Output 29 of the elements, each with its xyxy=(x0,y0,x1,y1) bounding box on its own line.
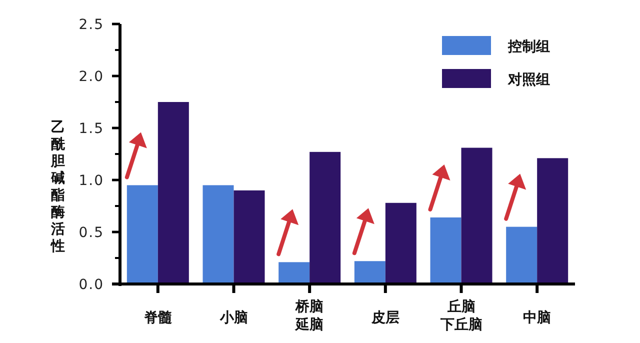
y-tick-label: 2.0 xyxy=(78,69,104,85)
x-tick-label: 脊髓 xyxy=(144,310,173,326)
y-tick-label: 2.5 xyxy=(78,17,104,33)
bar xyxy=(310,152,341,284)
y-axis-title: 乙酰胆碱酯酶活性 xyxy=(50,120,66,254)
bar xyxy=(430,217,462,284)
x-tick-label: 皮层 xyxy=(370,310,400,326)
bar xyxy=(385,202,416,284)
y-tick-label: 1.5 xyxy=(78,121,104,137)
x-tick-label: 小脑 xyxy=(218,309,248,326)
legend: 控制组 xyxy=(442,36,550,55)
x-tick-label: 桥脑延脑 xyxy=(294,298,324,333)
x-tick-label: 中脑 xyxy=(523,309,552,326)
bar xyxy=(506,226,538,284)
y-tick-label: 0.5 xyxy=(78,225,104,241)
y-tick-label: 0.0 xyxy=(78,277,104,293)
bar xyxy=(354,261,386,284)
bar xyxy=(126,185,158,284)
x-tick-label: 丘脑下丘脑 xyxy=(439,298,482,333)
bar xyxy=(158,102,189,284)
y-tick-label: 1.0 xyxy=(78,173,104,189)
legend-label: 对照组 xyxy=(507,72,550,88)
bar xyxy=(537,158,568,284)
legend: 对照组 xyxy=(442,69,550,88)
bar xyxy=(202,185,234,284)
bar xyxy=(278,262,310,284)
legend-label: 控制组 xyxy=(507,39,550,55)
bar xyxy=(461,148,492,284)
bar xyxy=(234,190,265,284)
